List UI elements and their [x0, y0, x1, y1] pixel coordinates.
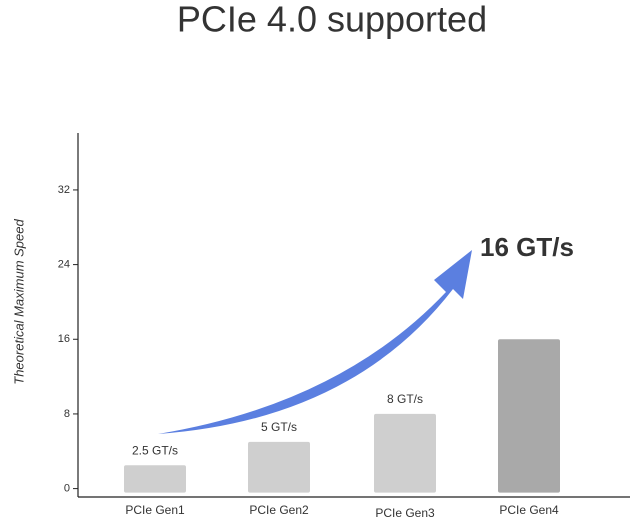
x-tick-label: PCIe Gen3 — [375, 506, 435, 520]
bar — [374, 413, 436, 493]
y-tick-label: 8 — [64, 408, 70, 420]
y-tick-label: 0 — [64, 483, 70, 495]
x-tick-label: PCIe Gen1 — [125, 503, 185, 517]
highlight-label: 16 GT/s — [480, 232, 574, 262]
y-tick-label: 16 — [58, 333, 70, 345]
value-label: 2.5 GT/s — [132, 443, 178, 457]
bar — [124, 465, 186, 493]
value-label: 8 GT/s — [387, 392, 423, 406]
chart-title: PCIe 4.0 supported — [177, 0, 487, 40]
x-tick-label: PCIe Gen4 — [499, 503, 559, 517]
value-label: 5 GT/s — [261, 420, 297, 434]
growth-arrow — [158, 250, 472, 434]
y-tick-label: 24 — [58, 259, 70, 271]
bar — [248, 441, 310, 493]
y-tick-label: 32 — [58, 184, 70, 196]
y-axis-label: Theoretical Maximum Speed — [11, 219, 26, 385]
x-tick-label: PCIe Gen2 — [249, 503, 309, 517]
bar — [498, 339, 560, 493]
